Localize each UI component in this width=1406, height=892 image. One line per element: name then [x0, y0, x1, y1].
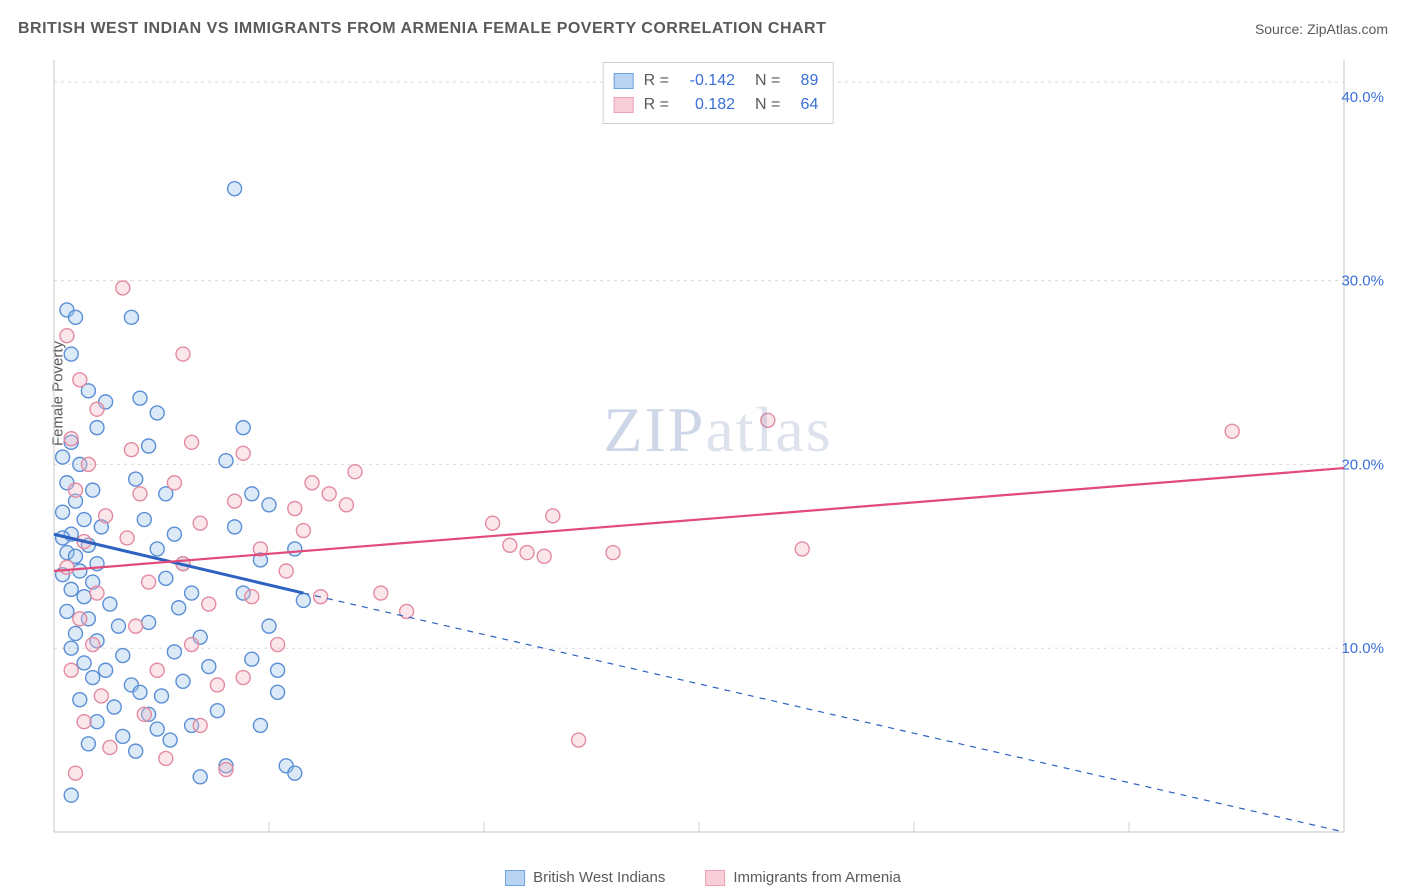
svg-text:30.0%: 30.0%	[1341, 273, 1384, 290]
swatch-series-1	[505, 870, 525, 886]
r-value-1: -0.142	[679, 69, 735, 93]
scatter-plot: 10.0%20.0%30.0%40.0%0.0%30.0%	[48, 52, 1388, 840]
n-label: N =	[755, 69, 780, 93]
chart-area: Female Poverty 10.0%20.0%30.0%40.0%0.0%3…	[48, 52, 1388, 840]
svg-text:40.0%: 40.0%	[1341, 89, 1384, 106]
swatch-series-2	[705, 870, 725, 886]
swatch-series-1	[614, 73, 634, 89]
correlation-row-2: R = 0.182 N = 64	[614, 93, 819, 117]
chart-title: BRITISH WEST INDIAN VS IMMIGRANTS FROM A…	[18, 20, 826, 38]
correlation-row-1: R = -0.142 N = 89	[614, 69, 819, 93]
legend-label-1: British West Indians	[533, 869, 665, 886]
r-value-2: 0.182	[679, 93, 735, 117]
r-label: R =	[644, 93, 669, 117]
n-label: N =	[755, 93, 780, 117]
svg-text:20.0%: 20.0%	[1341, 456, 1384, 473]
source-label: Source:	[1255, 21, 1307, 37]
n-value-1: 89	[790, 69, 818, 93]
correlation-legend: R = -0.142 N = 89 R = 0.182 N = 64	[603, 62, 834, 124]
source-name: ZipAtlas.com	[1307, 21, 1388, 37]
svg-text:10.0%: 10.0%	[1341, 640, 1384, 657]
chart-source: Source: ZipAtlas.com	[1255, 21, 1388, 37]
legend-item-2: Immigrants from Armenia	[705, 869, 901, 886]
swatch-series-2	[614, 97, 634, 113]
r-label: R =	[644, 69, 669, 93]
legend-label-2: Immigrants from Armenia	[733, 869, 901, 886]
n-value-2: 64	[790, 93, 818, 117]
chart-header: BRITISH WEST INDIAN VS IMMIGRANTS FROM A…	[18, 20, 1388, 38]
series-legend: British West Indians Immigrants from Arm…	[505, 869, 901, 886]
legend-item-1: British West Indians	[505, 869, 665, 886]
